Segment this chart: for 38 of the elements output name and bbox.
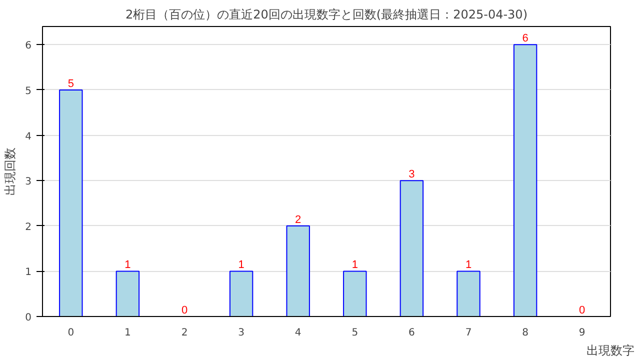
x-tick-label: 6 bbox=[408, 328, 415, 338]
y-tick-label: 0 bbox=[25, 312, 32, 324]
data-label: 3 bbox=[408, 168, 415, 181]
x-tick-label: 1 bbox=[124, 328, 131, 338]
bar bbox=[456, 270, 480, 316]
x-axis-title: 出現数字 bbox=[586, 344, 634, 358]
x-tick-label: 0 bbox=[68, 328, 74, 338]
x-tick-label: 3 bbox=[238, 328, 244, 338]
y-tick-label: 3 bbox=[25, 176, 32, 188]
y-tick-label: 6 bbox=[25, 40, 32, 52]
x-tick-label: 9 bbox=[578, 328, 586, 338]
data-label: 1 bbox=[352, 259, 358, 272]
data-label: 0 bbox=[579, 304, 586, 316]
bar bbox=[513, 44, 538, 316]
data-label: 1 bbox=[238, 259, 244, 272]
data-label: 6 bbox=[522, 32, 528, 45]
x-tick-label: 4 bbox=[294, 328, 302, 338]
y-axis-title: 出現回数 bbox=[3, 148, 18, 196]
data-label: 2 bbox=[295, 214, 302, 226]
x-tick-label: 5 bbox=[352, 328, 358, 338]
data-label: 1 bbox=[465, 259, 472, 272]
y-tick-label: 4 bbox=[25, 131, 32, 142]
bar bbox=[116, 270, 140, 316]
x-tick-label: 8 bbox=[522, 328, 528, 338]
y-tick-label: 2 bbox=[25, 222, 32, 233]
bar bbox=[229, 270, 254, 316]
y-tick-label: 1 bbox=[25, 267, 32, 278]
bar bbox=[59, 89, 83, 316]
chart-title: 2桁目（百の位）の直近20回の出現数字と回数(最終抽選日：2025-04-30) bbox=[125, 8, 528, 22]
data-label: 0 bbox=[181, 304, 188, 316]
bar bbox=[400, 180, 424, 316]
bar bbox=[343, 270, 367, 316]
bar bbox=[286, 225, 310, 316]
x-tick-label: 7 bbox=[465, 328, 472, 338]
data-label: 1 bbox=[124, 259, 131, 272]
x-tick-label: 2 bbox=[181, 328, 188, 338]
data-label: 5 bbox=[68, 78, 74, 90]
y-tick-label: 5 bbox=[25, 86, 32, 97]
